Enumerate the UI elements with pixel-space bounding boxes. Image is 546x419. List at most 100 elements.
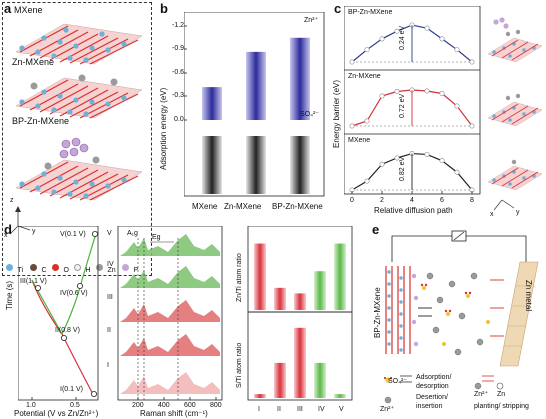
legend-ti-label: Ti [17, 267, 24, 274]
ratio-s-bar-4 [334, 394, 346, 398]
diffusion-structures-illustration [487, 17, 543, 211]
b-xtick-mxene: MXene [192, 202, 218, 211]
diffusion-barrier-chart [344, 6, 481, 195]
legend-c-dot [30, 264, 37, 272]
e-legend-zn-ion: Zn²⁺ [380, 406, 395, 413]
b-ytick-1: -0.9 [172, 45, 185, 52]
legend-o: O [52, 259, 69, 277]
c-xlabel: Relative diffusion path [374, 206, 453, 215]
raman-trace-4 [120, 372, 220, 394]
d-point-ii: II(0.8 V) [55, 327, 80, 334]
d-point-iv: IV(0.6 V) [60, 290, 88, 297]
legend-h-label: H [85, 267, 91, 274]
c-point-0-6 [439, 36, 445, 42]
c-point-2-7 [454, 169, 460, 175]
legend-o-label: O [63, 267, 69, 274]
raman-peak-eg: Eg [152, 234, 161, 241]
atom-ratio-chart [247, 226, 353, 401]
e-legend-sulfate: SO₄²⁻ [388, 378, 407, 385]
c-xtick-2: 4 [410, 197, 414, 204]
c-point-0-7 [454, 47, 460, 53]
ratio-bars [254, 243, 346, 398]
c-point-1-8 [469, 123, 475, 129]
ratio-xtick-iii: III [297, 406, 303, 413]
panel-a [2, 2, 152, 276]
right-electrode [499, 261, 539, 367]
raman-trace-3 [120, 334, 220, 356]
ratio-zn-bar-0 [254, 243, 266, 310]
ratio-xtick-iv: IV [318, 406, 325, 413]
b-ticks [184, 25, 187, 121]
d-point-v: V(0.1 V) [60, 231, 86, 238]
b-xtick-bp-zn-mxene: BP-Zn-MXene [272, 202, 323, 211]
adsorption-energy-chart [184, 12, 325, 197]
crystal-structures-illustration [9, 23, 143, 235]
structure-label-bp-zn-mxene: BP-Zn-MXene [12, 116, 70, 126]
ratio-s-bar-0 [254, 394, 266, 398]
panel-d-letter: d [4, 222, 12, 237]
b-bar-zn-0 [202, 87, 222, 120]
raman-label-iii: III [107, 294, 113, 301]
c-xticks [351, 191, 473, 194]
c-point-1-5 [424, 88, 430, 94]
c-axis-y: y [516, 209, 520, 216]
d-points [34, 231, 99, 397]
e-left-electrode-label: BP-Zn-MXene [373, 287, 382, 338]
battery-mechanism-illustration [383, 230, 539, 404]
c-axis-x: x [490, 211, 494, 218]
legend-c: C [30, 259, 47, 277]
e-legend-icons [383, 375, 504, 404]
e-right-electrode-label: Zn metal [524, 280, 533, 312]
structure-label-mxene: MXene [14, 5, 43, 15]
c-barrier-zn: 0.72 eV [399, 93, 406, 118]
legend-ti-dot [6, 264, 13, 272]
legend-h: H [74, 259, 91, 277]
b-bar-so4-2 [290, 136, 310, 194]
e-legend-adsorption: Adsorption/ desorption [416, 374, 452, 390]
panel-b-ylabel: Adsorption energy (eV) [159, 87, 168, 170]
legend-o-dot [52, 264, 59, 272]
c-xtick-1: 2 [380, 197, 384, 204]
ratio-bottom-ylabel: S/Ti atom ratio [236, 342, 243, 388]
raman-traces [120, 234, 220, 394]
panel-e-letter: e [372, 222, 380, 237]
raman-spectra-chart [117, 226, 223, 401]
c-xtick-0: 0 [350, 197, 354, 204]
e-legend-desertion: Desertion/ insertion [416, 394, 448, 410]
raman-trace-2 [120, 300, 220, 322]
c-sub-mx-label: MXene [348, 137, 371, 144]
b-ytick-4: 0.0 [174, 116, 184, 123]
c-point-1-7 [454, 103, 460, 109]
legend-h-dot [74, 264, 81, 272]
structure-label-zn-mxene: Zn-MXene [12, 57, 55, 67]
axis-x: x [4, 232, 8, 239]
ratio-zn-bar-3 [314, 271, 326, 310]
c-point-1-2 [379, 93, 385, 99]
ratio-s-bar-1 [274, 362, 286, 398]
c-barrier-mx: 0.82 eV [399, 156, 406, 181]
ratio-xtick-i: I [258, 406, 260, 413]
raman-trace-0 [120, 234, 220, 256]
legend-p-label: P [133, 267, 139, 274]
c-curves [349, 22, 475, 193]
b-ion-bottom: SO₄²⁻ [300, 111, 319, 118]
ratio-xtick-ii: II [277, 406, 281, 413]
b-bars [202, 37, 310, 194]
raman-xtick-400: 400 [158, 402, 170, 409]
b-bar-so4-0 [202, 136, 222, 194]
d-xtick-2: 0.5 [70, 402, 80, 409]
c-struct-2 [487, 93, 543, 127]
c-struct-3 [487, 159, 543, 191]
ratio-bottom-frame [247, 311, 353, 401]
c-point-2-5 [424, 151, 430, 157]
raman-frame [117, 226, 223, 401]
b-ytick-3: -0.3 [172, 92, 185, 99]
c-point-2-6 [439, 158, 445, 164]
d-point-iii: III(1.1 V) [20, 278, 47, 285]
raman-label-i: I [107, 362, 109, 369]
raman-xlabel: Raman shift (cm⁻¹) [140, 409, 208, 418]
c-point-2-2 [379, 161, 385, 167]
e-legend-plating: planting/ stripping [474, 403, 529, 410]
legend-p: P [122, 259, 138, 277]
electrolyte-species [418, 272, 504, 356]
